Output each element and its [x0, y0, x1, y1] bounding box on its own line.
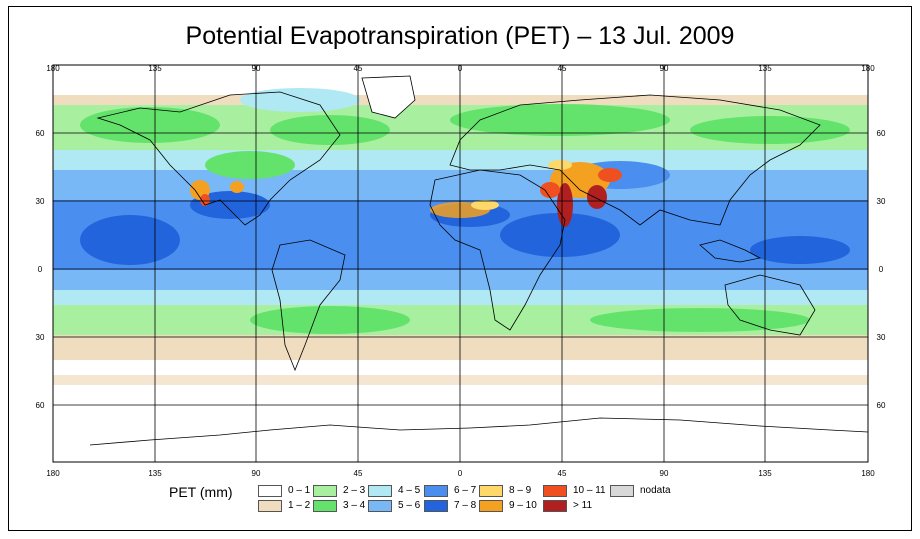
- patch-green-indian-ocean: [590, 308, 810, 332]
- greenland-area: [362, 76, 415, 118]
- lon-label-top: 135: [758, 64, 772, 73]
- lat-label-left: 60: [36, 129, 45, 138]
- lat-label-left: 60: [36, 401, 45, 410]
- legend-label-4-5: 4 – 5: [398, 485, 421, 496]
- legend-label-3-4: 3 – 4: [343, 500, 366, 511]
- lat-labels-left: 60 30 0 30 60: [36, 129, 45, 410]
- patch-green-alaska: [80, 107, 220, 143]
- legend-label-0-1: 0 – 1: [288, 485, 311, 496]
- lon-labels-top: 180 135 90 45 0 45 90 135 180: [46, 64, 875, 73]
- lon-label-top: 90: [252, 64, 261, 73]
- legend-label-gt-11: > 11: [573, 500, 592, 511]
- legend-swatch-0-1: [258, 485, 282, 497]
- lon-label-top: 0: [458, 64, 463, 73]
- hotspot-arabia: [557, 183, 573, 227]
- hotspot-iran: [598, 168, 622, 182]
- hotspot-persian-gulf: [587, 185, 607, 209]
- hotspot-sw-us-core: [200, 194, 210, 206]
- legend-label-5-6: 5 – 6: [398, 500, 421, 511]
- lat-label-right: 30: [877, 197, 886, 206]
- coast-antarctica: [89, 417, 868, 446]
- legend-label-6-7: 6 – 7: [454, 485, 477, 496]
- lon-label-bottom: 90: [660, 469, 669, 478]
- patch-dark-pacific: [80, 215, 180, 265]
- lon-label-bottom: 0: [458, 469, 463, 478]
- lon-label-bottom: 180: [46, 469, 60, 478]
- legend-title: PET (mm): [169, 484, 233, 500]
- coast-africa: [429, 169, 566, 331]
- legend-label-1-2: 1 – 2: [288, 500, 311, 511]
- lon-label-top: 45: [558, 64, 567, 73]
- hotspot-turkey: [548, 160, 572, 170]
- coast-south-america: [271, 239, 346, 372]
- patch-dark-west-pacific: [750, 236, 850, 264]
- lon-label-bottom: 135: [758, 469, 772, 478]
- lon-label-top: 180: [46, 64, 60, 73]
- hotspot-egypt: [540, 182, 560, 198]
- legend-swatch-3-4: [313, 500, 337, 512]
- legend-swatch-8-9: [479, 485, 503, 497]
- lat-label-right: 60: [877, 129, 886, 138]
- antarctica-area: [53, 405, 868, 462]
- patch-green-south-atlantic: [250, 306, 410, 334]
- lat-label-left: 0: [38, 265, 43, 274]
- lon-label-top: 45: [354, 64, 363, 73]
- legend-swatch-gt-11: [543, 500, 567, 512]
- graticule: [53, 65, 868, 462]
- legend-swatch-10-11: [543, 485, 567, 497]
- coast-indonesia: [699, 239, 762, 263]
- patch-green-eurasia: [450, 104, 670, 136]
- legend-label-7-8: 7 – 8: [454, 500, 477, 511]
- legend-swatch-7-8: [424, 500, 448, 512]
- lon-label-top: 180: [861, 64, 875, 73]
- legend-swatch-2-3: [313, 485, 337, 497]
- legend-label-8-9: 8 – 9: [509, 485, 532, 496]
- legend-label-10-11: 10 – 11: [573, 485, 606, 496]
- patch-green-canada: [270, 115, 390, 145]
- lon-label-top: 135: [148, 64, 162, 73]
- map-border: [52, 64, 869, 463]
- patch-green-east-asia: [690, 116, 850, 144]
- hotspot-sahara-central: [471, 200, 499, 210]
- lon-label-bottom: 90: [252, 469, 261, 478]
- legend-swatch-6-7: [424, 485, 448, 497]
- lat-label-left: 30: [36, 333, 45, 342]
- patch-cyan-arctic: [240, 88, 360, 112]
- coast-eurasia: [449, 94, 821, 226]
- coast-greenland: [361, 75, 416, 119]
- pet-field: [53, 65, 868, 462]
- patch-dark-mexico: [190, 191, 270, 219]
- legend-swatch-nodata: [610, 485, 634, 497]
- coastlines: [89, 75, 868, 446]
- legend-swatch-4-5: [368, 485, 392, 497]
- lat-label-right: 30: [877, 333, 886, 342]
- lon-label-top: 90: [660, 64, 669, 73]
- coast-north-america: [96, 91, 341, 226]
- legend-swatch-5-6: [368, 500, 392, 512]
- patch-green-us: [205, 151, 295, 179]
- lon-label-bottom: 45: [558, 469, 567, 478]
- legend-label-9-10: 9 – 10: [509, 500, 537, 511]
- band-south-tan2: [53, 375, 868, 385]
- legend-label-nodata: nodata: [640, 485, 671, 496]
- lon-labels-bottom: 180 135 90 45 0 45 90 135 180: [46, 469, 875, 478]
- lat-label-right: 60: [877, 401, 886, 410]
- lon-label-bottom: 180: [861, 469, 875, 478]
- legend-swatch-1-2: [258, 500, 282, 512]
- map-title: Potential Evapotranspiration (PET) – 13 …: [185, 22, 735, 50]
- legend-swatch-9-10: [479, 500, 503, 512]
- legend-label-2-3: 2 – 3: [343, 485, 366, 496]
- lon-label-bottom: 45: [354, 469, 363, 478]
- hotspot-texas: [230, 181, 244, 193]
- lat-label-left: 30: [36, 197, 45, 206]
- patch-dark-africa-east: [500, 213, 620, 257]
- lat-labels-right: 60 30 0 30 60: [877, 129, 886, 410]
- lat-label-right: 0: [879, 265, 884, 274]
- lon-label-bottom: 135: [148, 469, 162, 478]
- coast-australia: [724, 274, 816, 336]
